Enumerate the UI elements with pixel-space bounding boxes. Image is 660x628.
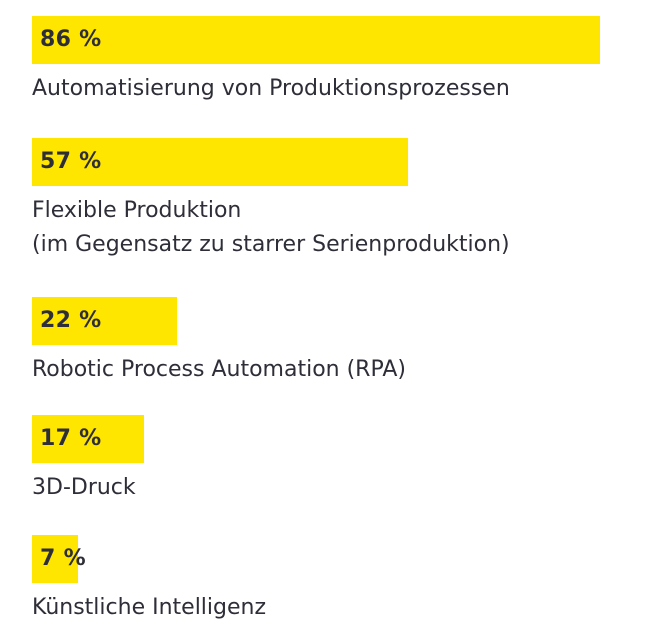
- bar-group: 86 % Automatisierung von Produktionsproze…: [32, 16, 600, 106]
- category-label: Künstliche Intelligenz: [32, 591, 266, 625]
- bar: 22 %: [32, 297, 177, 345]
- bar-group: 17 % 3D-Druck: [32, 415, 144, 505]
- bar: 86 %: [32, 16, 600, 64]
- category-label-line: Flexible Produktion: [32, 198, 242, 223]
- category-label-line: (im Gegensatz zu starrer Serienproduktio…: [32, 232, 510, 257]
- category-label-line: 3D-Druck: [32, 475, 136, 500]
- category-label-line: Automatisierung von Produktionsprozessen: [32, 76, 510, 101]
- category-label: Flexible Produktion (im Gegensatz zu star…: [32, 194, 510, 262]
- bar: 17 %: [32, 415, 144, 463]
- category-label: Robotic Process Automation (RPA): [32, 353, 406, 387]
- bar-value-label: 17 %: [40, 426, 102, 451]
- category-label: Automatisierung von Produktionsprozessen: [32, 72, 600, 106]
- bar: 57 %: [32, 138, 408, 186]
- category-label-line: Künstliche Intelligenz: [32, 595, 267, 620]
- bar-group: 7 % Künstliche Intelligenz: [32, 535, 266, 625]
- bar-value-label: 86 %: [40, 27, 102, 52]
- bar-value-label: 22 %: [40, 308, 102, 333]
- bar-value-label: 7 %: [40, 546, 86, 571]
- bar-value-label: 57 %: [40, 149, 102, 174]
- bar-group: 22 % Robotic Process Automation (RPA): [32, 297, 406, 387]
- bar-group: 57 % Flexible Produktion (im Gegensatz zu …: [32, 138, 510, 262]
- category-label: 3D-Druck: [32, 471, 144, 505]
- category-label-line: Robotic Process Automation (RPA): [32, 357, 406, 382]
- bar: 7 %: [32, 535, 86, 583]
